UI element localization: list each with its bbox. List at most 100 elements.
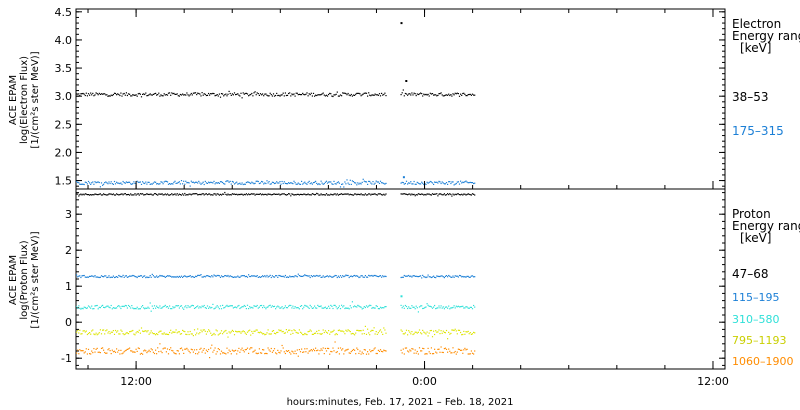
proton-series-795-1193-point	[304, 332, 306, 335]
proton-series-1060-1900-point	[326, 347, 329, 349]
proton-series-115-195-point	[336, 276, 338, 279]
proton-series-310-580-point	[77, 307, 79, 309]
proton-series-795-1193-point	[451, 329, 453, 331]
proton-series-1060-1900-point	[217, 348, 219, 350]
electron-series-175-315-point	[183, 180, 185, 182]
proton-series-310-580-point	[360, 306, 362, 308]
electron-series-38-53-point	[220, 93, 223, 95]
proton-series-1060-1900-point	[283, 351, 285, 353]
proton-series-47-68-point	[308, 194, 310, 196]
proton-series-115-195-point	[196, 275, 198, 278]
proton-series-47-68-point	[95, 193, 97, 195]
electron-series-175-315-point	[201, 182, 203, 184]
electron-series-38-53-point	[91, 94, 93, 96]
proton-series-795-1193-point	[130, 330, 132, 333]
electron-series-175-315-point	[281, 180, 283, 183]
proton-series-1060-1900-point	[404, 347, 406, 349]
proton-series-310-580-point	[97, 308, 99, 310]
proton-series-1060-1900-point	[149, 351, 151, 353]
electron-series-175-315-point	[471, 182, 474, 184]
proton-series-1060-1900-point	[350, 351, 352, 353]
electron-series-38-53-point	[148, 94, 150, 96]
proton-series-47-68-point	[134, 193, 136, 195]
proton-series-47-68-point	[172, 194, 174, 196]
proton-series-795-1193-point	[346, 330, 348, 332]
proton-series-115-195-point	[160, 275, 162, 277]
electron-series-38-53-point	[173, 92, 175, 94]
electron-series-175-315-point	[344, 181, 346, 183]
proton-series-47-68-point	[96, 194, 98, 196]
proton-series-310-580-point	[98, 306, 100, 308]
electron-series-175-315-point	[286, 183, 289, 185]
proton-series-115-195-point	[427, 274, 429, 276]
proton-series-1060-1900-point	[462, 352, 464, 354]
electron-series-175-315-point	[337, 181, 339, 183]
electron-series-38-53-point	[420, 92, 422, 94]
proton-series-795-1193-point	[383, 327, 385, 329]
proton-series-1060-1900-point	[325, 350, 328, 352]
proton-series-115-195-point	[235, 276, 237, 278]
proton-series-1060-1900-point	[322, 347, 324, 349]
proton-series-795-1193-point	[400, 329, 402, 331]
proton-series-47-68-point	[384, 194, 386, 196]
proton-series-310-580-point	[468, 307, 470, 309]
electron-series-175-315-point	[98, 181, 100, 184]
proton-series-795-1193-point	[411, 331, 413, 333]
proton-series-47-68-point	[435, 193, 437, 195]
proton-series-310-580-point	[94, 305, 96, 307]
proton-series-795-1193-point	[331, 331, 333, 333]
proton-series-795-1193-point	[184, 331, 186, 333]
proton-series-1060-1900-point	[278, 351, 280, 353]
proton-series-115-195-point	[286, 276, 289, 278]
proton-series-795-1193-point	[317, 332, 319, 335]
proton-series-47-68-point	[92, 194, 94, 196]
proton-series-47-68-point	[411, 193, 413, 195]
electron-series-38-53-point	[146, 95, 148, 97]
proton-series-795-1193-point	[122, 333, 124, 335]
electron-series-175-315-point	[379, 180, 382, 182]
proton-series-310-580-point	[200, 307, 202, 309]
proton-legend-795-1193: 795–1193	[732, 334, 787, 347]
proton-series-115-195-point	[266, 274, 268, 277]
proton-series-115-195-point	[240, 275, 242, 277]
electron-series-38-53-point	[438, 93, 440, 95]
proton-series-1060-1900-point	[277, 349, 279, 351]
proton-series-795-1193-point	[370, 330, 372, 332]
proton-series-1060-1900-point	[169, 349, 171, 351]
proton-series-795-1193-point	[215, 329, 217, 331]
proton-series-310-580-point	[343, 305, 345, 307]
proton-series-47-68-point	[467, 193, 469, 195]
proton-series-795-1193-point	[82, 330, 84, 332]
proton-series-1060-1900-point	[377, 349, 379, 351]
proton-series-310-580-point	[217, 306, 219, 308]
electron-series-38-53-point	[102, 93, 104, 95]
electron-series-175-315-point	[147, 181, 149, 183]
proton-series-47-68-point	[160, 193, 162, 195]
proton-series-115-195-point	[102, 275, 104, 278]
proton-series-47-68-point	[376, 194, 378, 196]
electron-series-38-53-point	[184, 94, 186, 96]
proton-series-310-580-point	[92, 308, 94, 310]
electron-legend-title: Electron	[732, 17, 781, 31]
proton-series-47-68-point	[216, 193, 218, 195]
electron-series-175-315-point	[241, 182, 243, 184]
proton-series-115-195-point	[435, 277, 437, 279]
proton-series-47-68-point	[175, 194, 177, 196]
proton-series-47-68-point	[254, 194, 256, 196]
proton-series-1060-1900-point	[87, 348, 90, 350]
proton-series-115-195-point	[269, 274, 271, 276]
proton-series-47-68-point	[285, 194, 287, 196]
proton-series-115-195-point	[303, 275, 305, 277]
electron-series-38-53-point	[240, 92, 242, 94]
proton-series-795-1193-point	[301, 332, 303, 334]
proton-series-310-580-point	[286, 307, 289, 309]
proton-series-795-1193-point	[224, 330, 226, 332]
proton-series-1060-1900-point	[148, 349, 150, 351]
proton-series-795-1193-point	[371, 329, 373, 331]
electron-series-175-315-point	[114, 183, 117, 185]
proton-series-795-1193-point	[308, 330, 310, 332]
electron-series-175-315-point	[214, 183, 216, 185]
electron-series-38-53-point	[164, 94, 166, 96]
proton-series-310-580-point	[218, 308, 220, 310]
electron-series-175-315-point	[206, 182, 209, 184]
